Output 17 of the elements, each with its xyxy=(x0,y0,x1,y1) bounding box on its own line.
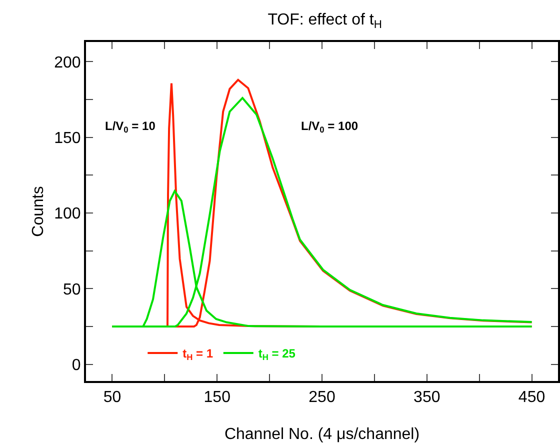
x-tick-label: 150 xyxy=(204,389,231,406)
y-tick-label: 100 xyxy=(54,206,81,223)
y-tick-label: 200 xyxy=(54,54,81,72)
x-tick-label: 250 xyxy=(308,389,336,406)
x-axis-title: Channel No. (4 μs/channel) xyxy=(224,426,420,443)
chart-title: TOF: effect of t$_{H}$ xyxy=(268,11,382,31)
x-tick-label: 450 xyxy=(518,389,546,406)
x-tick-label: 50 xyxy=(103,389,122,406)
y-tick-label: 0 xyxy=(72,356,81,374)
legend-label: t$_{H}$ = 25 xyxy=(258,346,296,362)
y-tick-label: 50 xyxy=(63,281,81,298)
legend-label: t$_{H}$ = 1 xyxy=(182,346,214,362)
x-tick-label: 350 xyxy=(414,389,440,406)
annotation: L/V$_{0}$ = 10 xyxy=(105,119,156,135)
y-axis-title: Counts xyxy=(30,186,47,237)
y-tick-label: 150 xyxy=(54,130,81,147)
annotation: L/V$_{0}$ = 100 xyxy=(301,119,358,135)
